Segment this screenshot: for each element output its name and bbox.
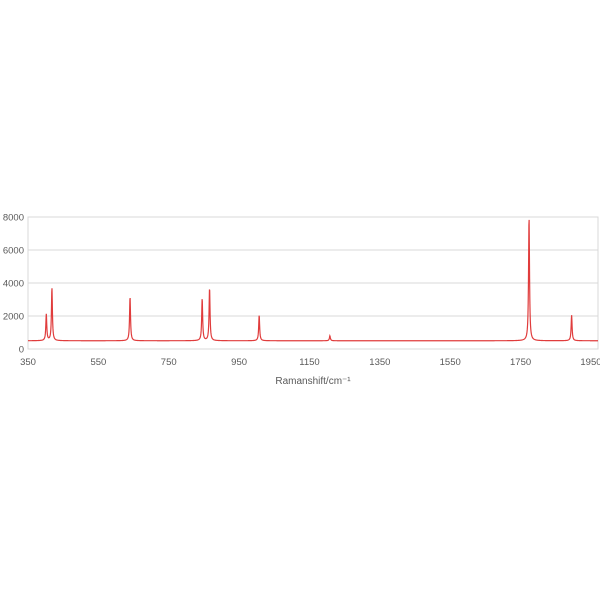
x-axis-ticks: 350 550 750 950 1150 1350 1550 1750 1950	[20, 357, 600, 368]
x-tick-label: 1150	[299, 357, 319, 368]
x-tick-label: 1350	[369, 357, 390, 368]
x-axis-title: Ramanshift/cm⁻¹	[275, 376, 351, 387]
x-tick-label: 1550	[440, 357, 461, 368]
y-tick-label: 6000	[3, 246, 24, 257]
y-tick-label: 2000	[3, 312, 24, 323]
y-tick-label: 8000	[3, 213, 24, 224]
y-tick-label: 4000	[3, 279, 24, 290]
y-axis-ticks: 0 2000 4000 6000 8000	[3, 213, 24, 356]
x-tick-label: 350	[20, 357, 36, 368]
x-tick-label: 550	[90, 357, 106, 368]
gridlines	[28, 216, 598, 350]
x-tick-label: 950	[231, 357, 247, 368]
plot-area-border	[27, 216, 599, 350]
x-tick-label: 750	[161, 357, 177, 368]
x-tick-label: 1750	[510, 357, 531, 368]
x-tick-label: 1950	[580, 357, 600, 368]
series-line	[28, 219, 598, 342]
y-tick-label: 0	[19, 345, 24, 356]
